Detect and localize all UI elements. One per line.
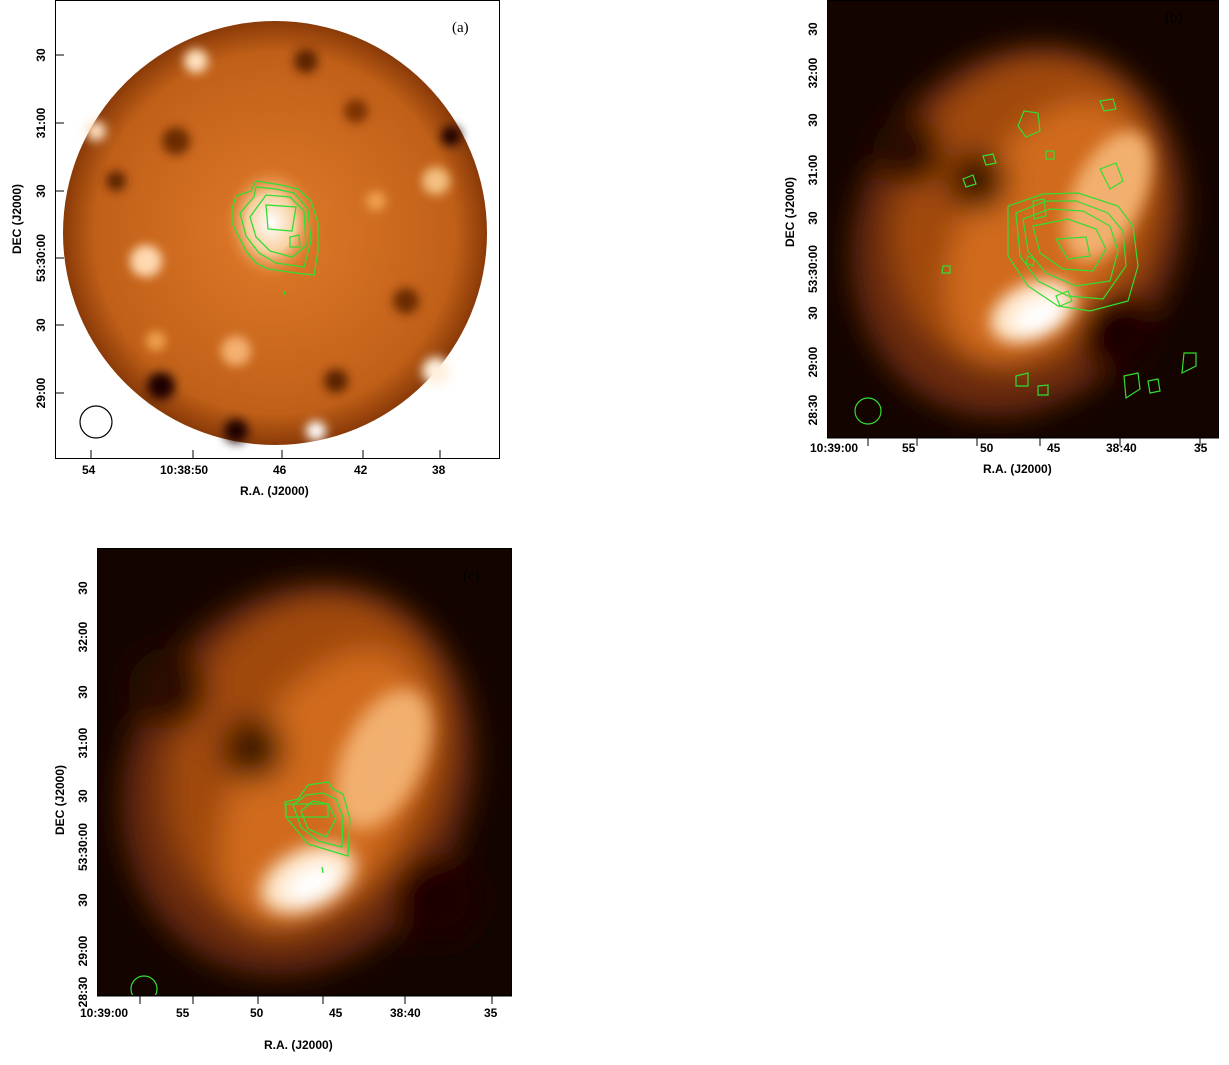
panel-a-xtick: 42 bbox=[354, 463, 368, 477]
panel-c-ytick: 31:00 bbox=[76, 727, 90, 759]
panel-a-frame bbox=[55, 0, 500, 459]
panel-c-ytick: 53:30:00 bbox=[76, 822, 90, 872]
panel-a-ytick: 29:00 bbox=[34, 377, 48, 409]
panel-b-xtick: 45 bbox=[1047, 441, 1061, 455]
panel-c-ytick: 32:00 bbox=[76, 621, 90, 653]
panel-b-ytick: 30 bbox=[806, 306, 820, 320]
panel-b-xtick: 38:40 bbox=[1106, 441, 1137, 455]
panel-b-xtick: 35 bbox=[1194, 441, 1208, 455]
panel-a-xtick: 38 bbox=[432, 463, 446, 477]
panel-b-axes bbox=[827, 437, 1219, 446]
panel-a: (a) DEC (J2000) R.A. (J2000) 30 31:00 30… bbox=[0, 0, 500, 500]
panel-a-axes bbox=[55, 54, 441, 459]
panel-c-xlabel: R.A. (J2000) bbox=[264, 1038, 333, 1052]
panel-b-xtick: 55 bbox=[902, 441, 916, 455]
panel-a-label: (a) bbox=[452, 20, 469, 36]
panel-a-ytick: 30 bbox=[34, 48, 48, 62]
panel-c-xtick: 38:40 bbox=[390, 1006, 421, 1020]
panel-b-image bbox=[852, 46, 1197, 425]
panel-b-ylabel: DEC (J2000) bbox=[783, 176, 797, 248]
panel-a-xlabel: R.A. (J2000) bbox=[240, 484, 309, 498]
panel-a-ytick: 30 bbox=[34, 184, 48, 198]
panel-a-xtick: 46 bbox=[273, 463, 287, 477]
panel-c-xtick: 10:39:00 bbox=[80, 1006, 129, 1020]
panel-b-beam-marker bbox=[854, 397, 882, 425]
panel-c-ytick: 30 bbox=[76, 893, 90, 907]
panel-c: (c) DEC (J2000) R.A. (J2000) 30 32:00 30… bbox=[40, 548, 520, 1065]
panel-c-xtick: 35 bbox=[484, 1006, 498, 1020]
panel-a-xtick: 54 bbox=[82, 463, 96, 477]
panel-b-xtick: 50 bbox=[980, 441, 994, 455]
panel-b-ytick: 30 bbox=[806, 22, 820, 36]
panel-b-ytick: 28:30 bbox=[806, 394, 820, 426]
panel-a-ylabel: DEC (J2000) bbox=[10, 183, 24, 255]
panel-b-ytick: 32:00 bbox=[806, 57, 820, 89]
panel-c-image bbox=[122, 584, 483, 995]
panel-b: (b) DEC (J2000) R.A. (J2000) 30 32:00 30… bbox=[770, 0, 1229, 490]
panel-c-xtick: 55 bbox=[176, 1006, 190, 1020]
panel-b-xtick: 10:39:00 bbox=[810, 441, 859, 455]
panel-a-ytick: 53:30:00 bbox=[34, 233, 48, 283]
panel-c-ytick: 30 bbox=[76, 581, 90, 595]
panel-c-axes bbox=[97, 995, 512, 1004]
panel-c-ytick: 30 bbox=[76, 685, 90, 699]
panel-c-beam-marker bbox=[130, 975, 158, 995]
panel-c-frame bbox=[97, 548, 512, 996]
panel-b-frame bbox=[827, 0, 1219, 438]
panel-a-beam-marker bbox=[79, 405, 113, 439]
panel-c-ylabel: DEC (J2000) bbox=[53, 764, 67, 836]
panel-c-xtick: 50 bbox=[250, 1006, 264, 1020]
panel-b-ytick: 31:00 bbox=[806, 154, 820, 186]
panel-a-xtick: 10:38:50 bbox=[160, 463, 209, 477]
panel-a-ytick: 31:00 bbox=[34, 107, 48, 139]
panel-c-label: (c) bbox=[463, 568, 480, 584]
panel-b-label: (b) bbox=[1165, 10, 1183, 26]
panel-b-xlabel: R.A. (J2000) bbox=[983, 462, 1052, 476]
panel-a-image bbox=[63, 21, 487, 445]
panel-b-ytick: 29:00 bbox=[806, 346, 820, 378]
panel-a-ytick: 30 bbox=[34, 318, 48, 332]
panel-c-xtick: 45 bbox=[329, 1006, 343, 1020]
panel-b-ytick: 30 bbox=[806, 113, 820, 127]
